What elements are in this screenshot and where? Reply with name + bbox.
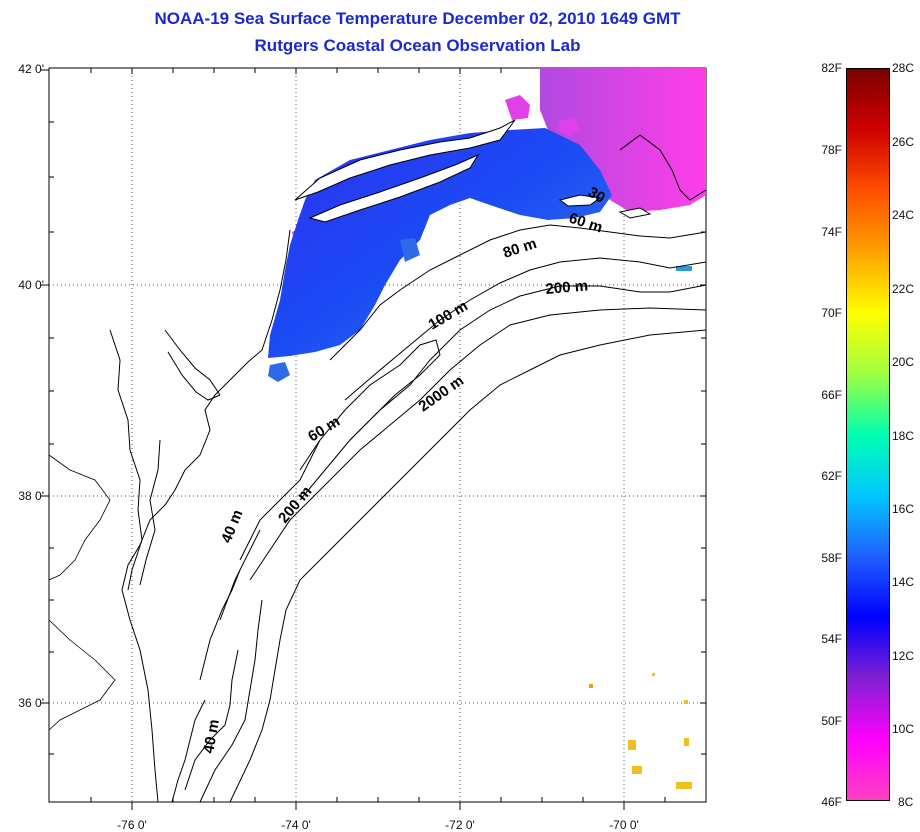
- contour-label: 40 m: [200, 718, 223, 755]
- colorbar-c-label: 20C: [892, 355, 915, 369]
- colorbar-f-label: 78F: [821, 143, 842, 157]
- lon-label: -76 0': [117, 818, 147, 832]
- bathymetry-contours: [171, 224, 707, 803]
- contour-label: 30: [585, 184, 608, 207]
- colorbar-c-label: 24C: [892, 208, 915, 222]
- colorbar-f-label: 58F: [821, 551, 842, 565]
- new-england-coast: [294, 119, 516, 201]
- colorbar-c-label: 26C: [892, 135, 915, 149]
- contour-label: 200 m: [545, 277, 589, 298]
- colorbar-c-label: 28C: [892, 61, 915, 75]
- colorbar-f-label: 70F: [821, 306, 842, 320]
- chesapeake-bay: [109, 329, 161, 591]
- colorbar-c-label: 10C: [892, 722, 915, 736]
- lat-label: 40 0': [18, 278, 44, 292]
- long-island: [308, 153, 480, 223]
- map-title: NOAA-19 Sea Surface Temperature December…: [154, 9, 681, 28]
- colorbar-f-label: 50F: [821, 714, 842, 728]
- colorbar-c-label: 22C: [892, 282, 915, 296]
- lat-label: 38 0': [18, 489, 44, 503]
- delaware-bay: [164, 329, 221, 401]
- lon-label: -70 0': [609, 818, 639, 832]
- sst-warm-pixels: [589, 673, 692, 789]
- colorbar-c-label: 16C: [892, 502, 915, 516]
- temperature-colorbar: [846, 68, 890, 801]
- colorbar-f-label: 46F: [821, 795, 842, 809]
- colorbar-f-label: 62F: [821, 469, 842, 483]
- lon-label: -72 0': [445, 818, 475, 832]
- lat-label: 36 0': [18, 696, 44, 710]
- colorbar-f-label: 82F: [821, 61, 842, 75]
- sst-pixel-patch: [676, 266, 692, 271]
- sst-warm-region: [540, 68, 706, 212]
- colorbar-c-label: 8C: [898, 795, 914, 809]
- sst-cool-region: [268, 128, 612, 358]
- coastline: [121, 229, 291, 803]
- colorbar-f-label: 66F: [821, 388, 842, 402]
- colorbar-f-label: 74F: [821, 225, 842, 239]
- lon-label: -74 0': [281, 818, 311, 832]
- map-subtitle: Rutgers Coastal Ocean Observation Lab: [254, 36, 581, 55]
- islands: [558, 194, 652, 219]
- colorbar-f-label: 54F: [821, 632, 842, 646]
- colorbar-c-label: 14C: [892, 575, 915, 589]
- lat-label: 42 0': [18, 62, 44, 76]
- sst-cool-patches: [268, 238, 420, 382]
- colorbar-c-label: 12C: [892, 649, 915, 663]
- cape-cod: [619, 134, 707, 201]
- inland-shoreline: [48, 454, 116, 731]
- colorbar-c-label: 18C: [892, 429, 915, 443]
